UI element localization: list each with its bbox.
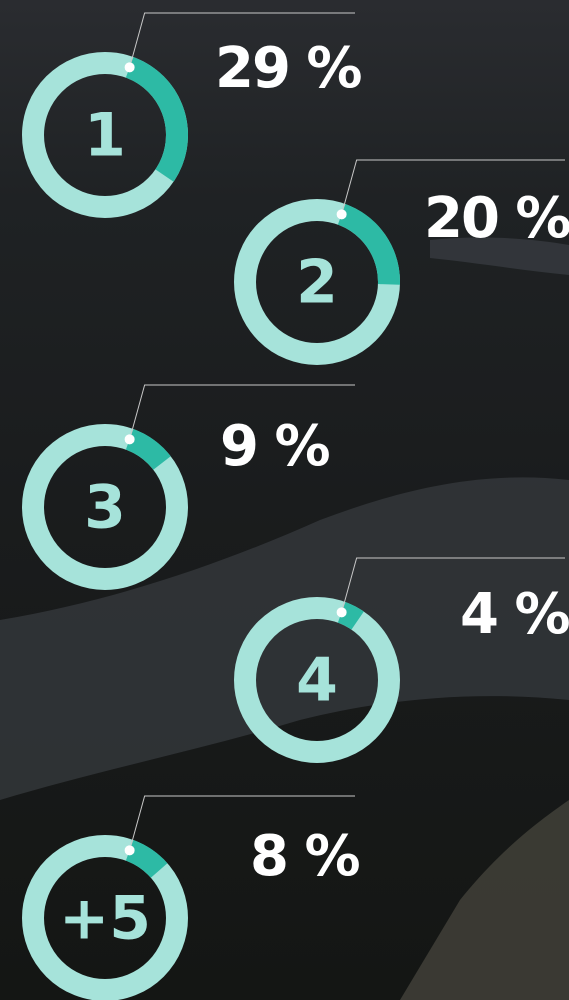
value-label: 4 % [460,582,569,647]
value-label: 8 % [250,824,359,889]
leader-dot [337,209,347,219]
rank-label: 3 [84,473,126,543]
rank-label: 1 [84,101,126,171]
rank-label: 2 [296,248,338,318]
value-label: 29 % [215,36,361,101]
rank-label: 4 [296,646,338,716]
leader-dot [337,607,347,617]
leader-dot [125,434,135,444]
infographic: 1 29 % 2 20 % 3 9 % 4 4 % +5 8 % [0,0,569,1000]
leader-dot [125,62,135,72]
value-label: 9 % [220,414,329,479]
value-label: 20 % [424,186,569,251]
leader-dot [125,845,135,855]
rank-label: +5 [59,884,151,954]
